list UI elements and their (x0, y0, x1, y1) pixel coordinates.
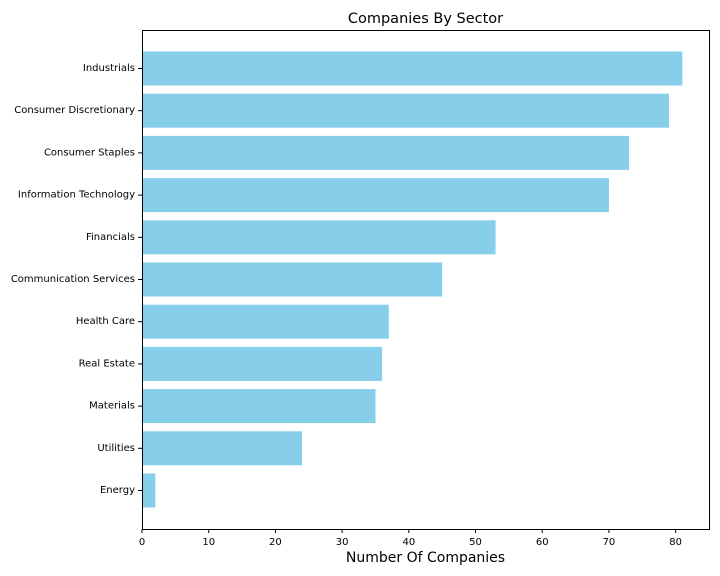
y-tick-label: Materials (89, 401, 135, 412)
bar (142, 304, 389, 339)
bar (142, 346, 383, 381)
y-tick-label: Information Technology (18, 190, 135, 201)
y-tick-label: Consumer Discretionary (14, 105, 135, 116)
x-axis-title: Number Of Companies (346, 550, 505, 566)
bar (142, 389, 376, 424)
y-tick-label: Consumer Staples (44, 147, 135, 158)
x-axis-ticks: 0 10 20 30 40 50 60 70 80 (139, 529, 682, 548)
x-tick-label: 30 (336, 537, 349, 548)
bars (142, 51, 683, 508)
y-tick-label: Industrials (83, 63, 135, 74)
y-tick-label: Communication Services (11, 274, 135, 285)
x-tick-label: 50 (469, 537, 482, 548)
bar (142, 93, 669, 128)
y-tick-label: Utilities (97, 443, 135, 454)
bar (142, 220, 496, 255)
bar (142, 262, 443, 297)
x-tick-label: 10 (202, 537, 215, 548)
bar (142, 431, 303, 466)
x-tick-label: 70 (603, 537, 616, 548)
x-tick-label: 80 (669, 537, 682, 548)
y-tick-label: Real Estate (79, 358, 135, 369)
x-tick-label: 0 (139, 537, 145, 548)
bar (142, 135, 629, 170)
x-tick-label: 60 (536, 537, 549, 548)
y-tick-label: Energy (100, 485, 135, 496)
plot-frame (142, 30, 710, 530)
x-tick-label: 40 (402, 537, 415, 548)
y-tick-label: Health Care (76, 316, 135, 327)
y-axis-ticks: Industrials Consumer Discretionary Consume… (11, 63, 142, 496)
bar (142, 473, 156, 508)
x-tick-label: 20 (269, 537, 282, 548)
chart-title: Companies By Sector (348, 11, 503, 27)
bar (142, 51, 683, 86)
y-tick-label: Financials (86, 232, 135, 243)
bar (142, 178, 609, 213)
